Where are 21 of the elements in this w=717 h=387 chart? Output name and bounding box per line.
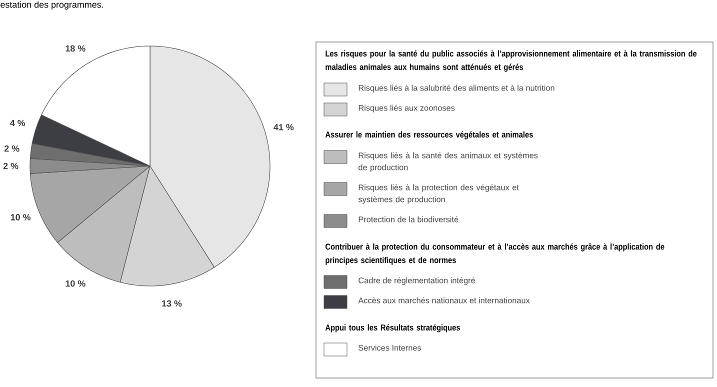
text: Appui tous les Résultats stratégiques bbox=[325, 324, 460, 332]
legend-label: Services Internes bbox=[358, 344, 422, 351]
data-label: 2 % bbox=[3, 162, 18, 170]
data-label: 4 % bbox=[10, 120, 26, 126]
text: Contribuer à la protection du consommateur et à l’accès aux marchés grâce à l’application de principes scientifiques et de normes bbox=[326, 243, 664, 265]
legend-label: Accès aux marchés nationaux et internationaux bbox=[358, 297, 530, 304]
legend-label: Protection de la biodiversité bbox=[358, 216, 458, 222]
data-label: 18 % bbox=[66, 45, 86, 52]
text: Assurer le maintien des ressources végétales et animales bbox=[325, 131, 533, 140]
data-label: 41 % bbox=[274, 124, 294, 130]
legend-label: Cadre de réglementation intégré bbox=[358, 277, 475, 285]
text: Les risques pour la santé du public associés à l’approvisionnement alimentaire et à la transmission de maladies animales aux humains sont atténués et gérés bbox=[326, 50, 697, 72]
data-label: 2 % bbox=[4, 145, 20, 152]
legend-label: Risques liés à la santé des animaux et systèmes de production bbox=[358, 152, 538, 172]
legend-label: Risques liés à la protection des végétaux et systèmes de production bbox=[358, 184, 519, 204]
text: estation des programmes. bbox=[0, 1, 104, 10]
data-label: 10 % bbox=[66, 280, 86, 287]
data-label: 13 % bbox=[162, 300, 182, 307]
legend-label: Risques liés aux zoonoses bbox=[358, 104, 455, 112]
legend-label: Risques liés à la salubrité des aliments et à la nutrition bbox=[358, 84, 554, 92]
data-label: 10 % bbox=[10, 214, 31, 220]
